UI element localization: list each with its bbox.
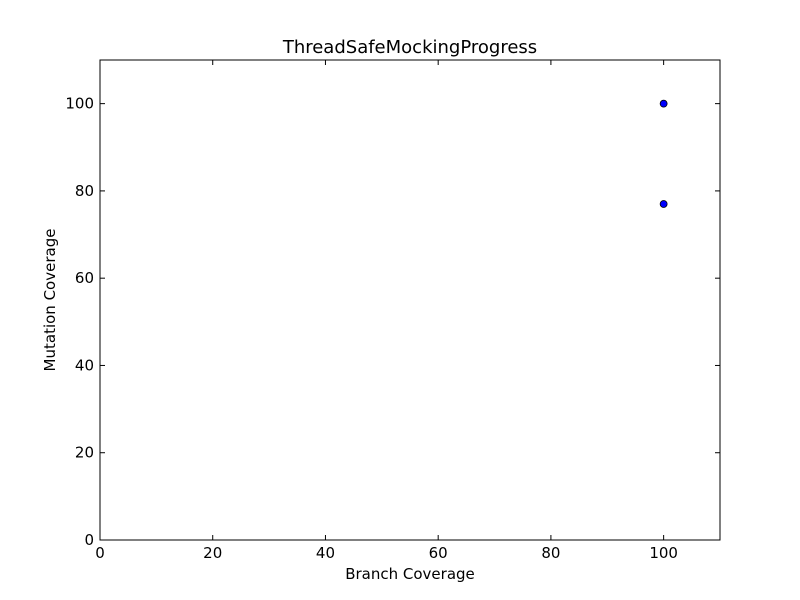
x-tick-label: 0 — [95, 544, 105, 562]
y-axis: 0 20 40 60 80 100 — [65, 95, 720, 549]
y-axis-label: Mutation Coverage — [41, 229, 59, 372]
data-point — [659, 99, 668, 108]
data-point — [659, 200, 668, 208]
y-tick-label: 40 — [75, 356, 94, 374]
x-tick-label: 40 — [316, 544, 335, 562]
x-tick-label: 100 — [649, 544, 678, 562]
x-axis-label: Branch Coverage — [345, 565, 475, 583]
y-tick-label: 60 — [75, 269, 94, 287]
y-tick-label: 20 — [75, 444, 94, 462]
x-tick-label: 20 — [203, 544, 222, 562]
y-tick-label: 0 — [84, 531, 94, 549]
plot-area — [99, 59, 721, 541]
chart-title: ThreadSafeMockingProgress — [282, 37, 537, 58]
y-tick-label: 100 — [65, 95, 94, 113]
x-tick-label: 60 — [429, 544, 448, 562]
y-tick-label: 80 — [75, 182, 94, 200]
data-points — [659, 99, 668, 208]
x-axis: 0 20 40 60 80 100 — [95, 60, 678, 562]
x-tick-label: 80 — [541, 544, 560, 562]
